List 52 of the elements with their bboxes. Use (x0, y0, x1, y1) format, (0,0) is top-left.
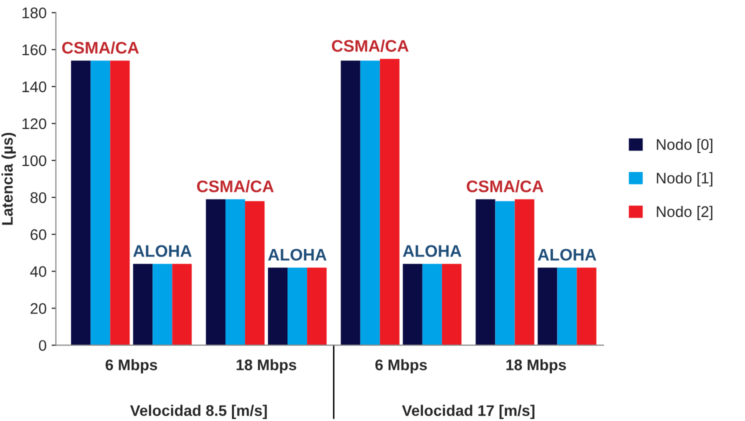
x-tick-label: 6 Mbps (106, 359, 158, 374)
y-tick-label: 0 (38, 340, 46, 351)
annotation: CSMA/CA (62, 41, 139, 54)
bar (268, 268, 288, 346)
y-tick-label: 160 (22, 44, 46, 56)
bar (340, 60, 360, 346)
bar (476, 199, 496, 346)
bar (514, 199, 534, 346)
bar (288, 268, 308, 346)
y-axis-title: Latencia (µs) (2, 132, 16, 225)
annotation: ALOHA (133, 245, 192, 257)
bar (206, 199, 226, 346)
bar (576, 268, 596, 346)
annotation: ALOHA (538, 248, 596, 261)
text: Velocidad 8.5 [m/s] (130, 404, 267, 420)
bar (307, 268, 327, 346)
legend-label: Nodo [0] (656, 138, 712, 153)
bar (71, 60, 91, 346)
y-tick-label: 20 (30, 303, 46, 314)
bar (245, 201, 265, 346)
annotation: CSMA/CA (466, 180, 544, 192)
y-tick-label: 180 (22, 8, 46, 18)
bar (422, 264, 442, 346)
bar (152, 264, 172, 346)
bar (538, 268, 558, 346)
y-tick-label: 40 (30, 266, 46, 277)
annotation: CSMA/CA (197, 180, 274, 192)
annotation: ALOHA (402, 245, 462, 257)
x-tick-label: 18 Mbps (506, 359, 566, 374)
bar (380, 58, 400, 346)
bar (110, 60, 130, 346)
y-tick-label: 140 (22, 81, 46, 92)
bar (133, 264, 153, 346)
y-tick-label: 120 (22, 118, 46, 130)
text: Velocidad 17 [m/s] (402, 404, 534, 420)
y-tick-label: 60 (30, 229, 46, 240)
legend-label: Nodo [2] (656, 206, 712, 220)
legend-label: Nodo [1] (656, 172, 712, 187)
bar (172, 264, 192, 346)
y-tick-label: 100 (22, 155, 46, 166)
bar (402, 264, 422, 346)
annotation: ALOHA (268, 248, 326, 261)
annotation: CSMA/CA (332, 40, 409, 52)
bar (442, 264, 462, 346)
bar (90, 60, 110, 346)
bar (557, 268, 577, 346)
bar (495, 201, 515, 346)
x-tick-label: 6 Mbps (375, 359, 427, 374)
bar (225, 199, 246, 346)
y-tick-label: 80 (30, 192, 46, 204)
bar (360, 60, 380, 346)
x-tick-label: 18 Mbps (236, 359, 296, 374)
